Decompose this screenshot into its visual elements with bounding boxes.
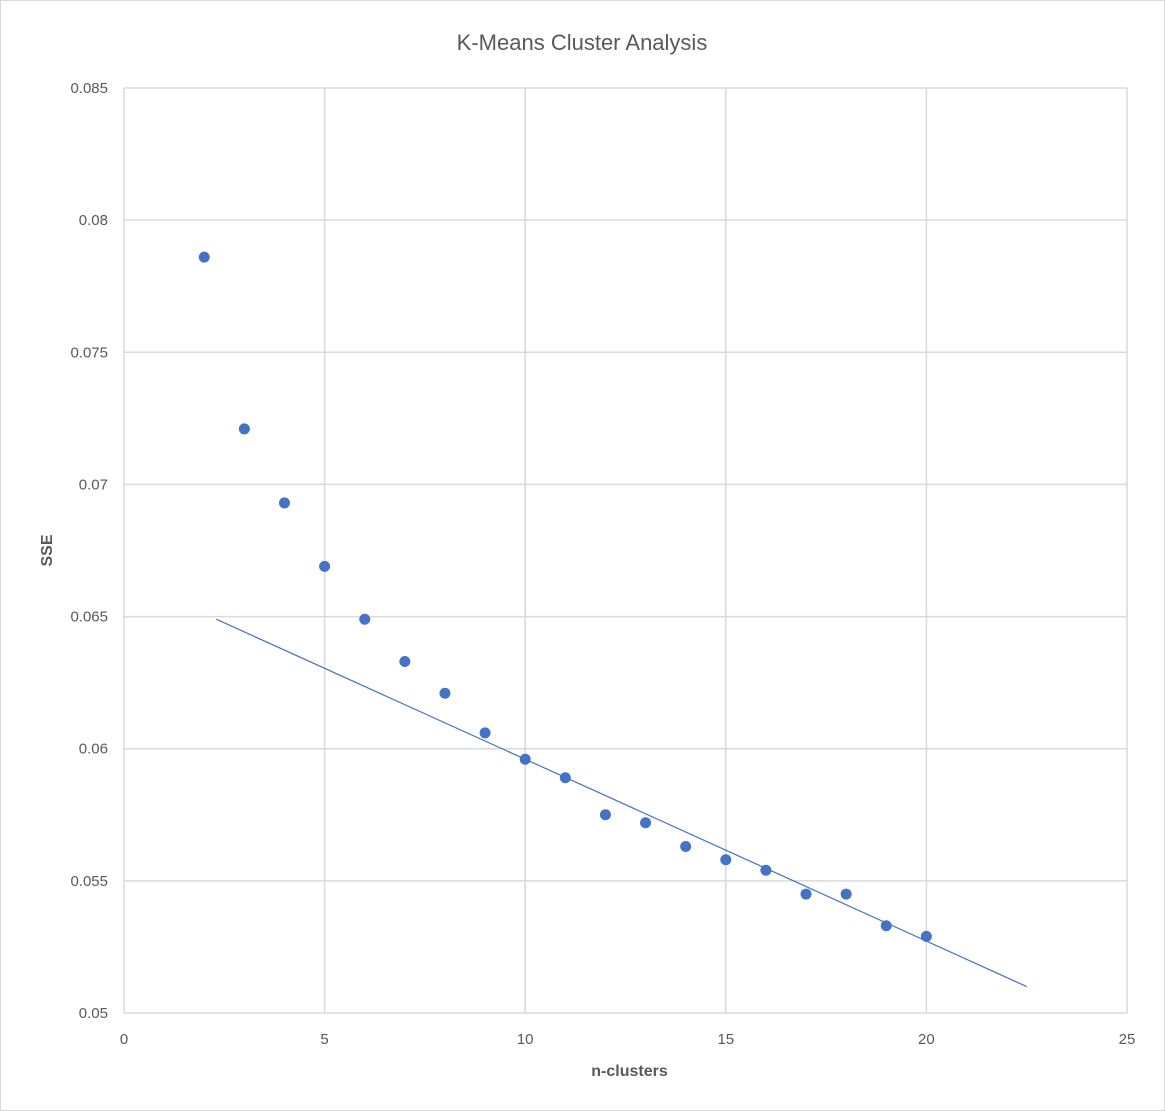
data-point[interactable] [720, 854, 732, 866]
data-point[interactable] [760, 864, 772, 876]
data-point[interactable] [399, 656, 411, 667]
data-point[interactable] [359, 613, 371, 625]
x-tick-label: 0 [120, 1031, 128, 1048]
y-tick-label: 0.075 [70, 344, 108, 361]
y-tick-label: 0.05 [79, 1005, 108, 1022]
data-point[interactable] [198, 251, 210, 263]
x-tick-label: 25 [1119, 1031, 1136, 1048]
data-point[interactable] [599, 809, 611, 821]
data-point[interactable] [439, 687, 451, 699]
y-tick-label: 0.055 [70, 873, 108, 890]
x-tick-label: 5 [320, 1031, 328, 1048]
data-point[interactable] [840, 888, 852, 900]
linear-trendline [216, 618, 1027, 988]
chart-title: K-Means Cluster Analysis [457, 30, 708, 55]
x-tick-label: 20 [918, 1031, 935, 1048]
y-tick-label: 0.08 [79, 212, 108, 229]
data-point[interactable] [880, 920, 892, 932]
data-point[interactable] [800, 888, 812, 900]
data-point[interactable] [920, 930, 932, 942]
x-tick-label: 15 [717, 1031, 734, 1048]
data-point[interactable] [319, 560, 331, 572]
data-point[interactable] [278, 497, 290, 509]
gridlines [123, 87, 1128, 1014]
data-point[interactable] [680, 841, 692, 852]
x-tick-label: 10 [517, 1031, 534, 1048]
data-point[interactable] [238, 423, 250, 435]
data-points [198, 251, 932, 942]
y-tick-label: 0.06 [79, 741, 108, 758]
y-tick-label: 0.065 [70, 609, 108, 626]
y-tick-label: 0.085 [70, 80, 108, 97]
data-point[interactable] [640, 817, 652, 829]
x-axis-title: n-clusters [591, 1063, 668, 1080]
data-point[interactable] [559, 772, 571, 784]
y-axis-title: SSE [39, 534, 56, 566]
data-point[interactable] [479, 727, 491, 739]
y-tick-label: 0.07 [79, 476, 108, 493]
data-point[interactable] [519, 753, 531, 765]
